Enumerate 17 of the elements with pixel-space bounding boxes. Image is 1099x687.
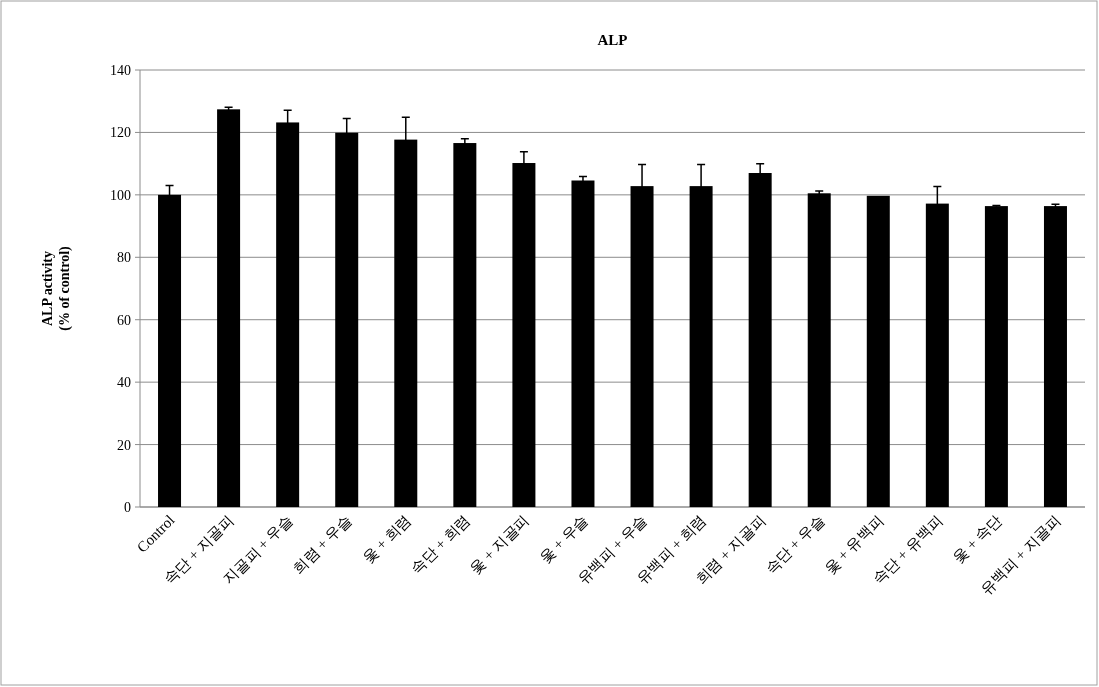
y-tick-label: 0 — [124, 500, 131, 515]
bar — [866, 195, 890, 507]
bar — [807, 193, 831, 507]
bar — [217, 109, 241, 507]
x-tick-label: 옻 + 희렴 — [359, 511, 414, 567]
y-axis-title: ALP activity (% of control) — [39, 245, 73, 331]
y-tick-label: 140 — [110, 63, 131, 78]
bar — [1043, 206, 1067, 507]
bar — [571, 180, 595, 507]
y-tick-label: 100 — [110, 187, 131, 203]
y-tick-label: 20 — [117, 437, 131, 453]
y-tick-label: 40 — [117, 375, 131, 391]
bar — [984, 206, 1008, 507]
y-tick-label: 120 — [110, 125, 131, 141]
y-tick-label: 60 — [117, 312, 131, 328]
chart-title: ALP — [597, 32, 628, 48]
y-tick-label: 80 — [117, 250, 131, 266]
